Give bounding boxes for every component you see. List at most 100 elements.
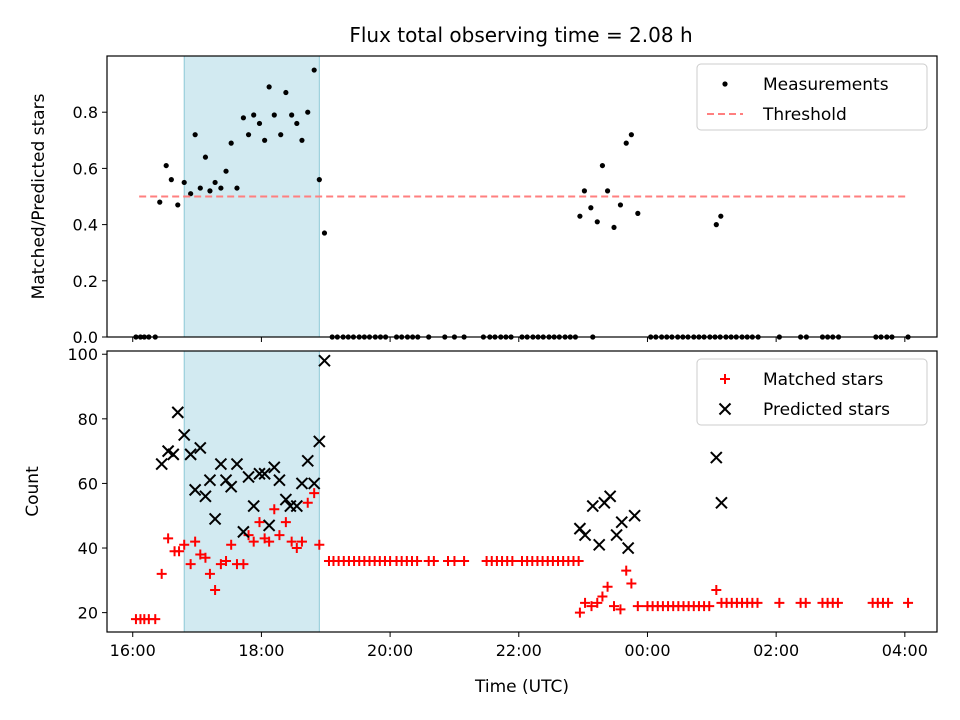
point-0-0-18 — [228, 140, 234, 146]
point-1-0-33 — [309, 488, 320, 499]
plot-frame-0 — [106, 55, 938, 338]
point-1-0-16 — [215, 559, 226, 570]
legend-label-0-0: Measurements — [763, 75, 889, 95]
point-1-0-30 — [291, 543, 302, 554]
x-tick-label-2: 20:00 — [367, 641, 413, 660]
point-1-0-82 — [609, 601, 620, 612]
point-1-0-10 — [185, 559, 196, 570]
point-1-0-52 — [412, 555, 423, 566]
point-1-1-33 — [586, 499, 599, 513]
point-1-0-79 — [592, 597, 603, 608]
point-1-0-8 — [174, 546, 185, 557]
point-1-1-14 — [230, 457, 244, 471]
point-1-0-26 — [269, 504, 280, 515]
panel-bottom: 20 40 60 80 100 16:00 18:00 20:00 22:00 00:00 02:0… — [23, 345, 938, 697]
point-0-0-21 — [245, 132, 252, 138]
point-1-0-11 — [190, 536, 201, 547]
y-axis-label-1: Count — [23, 466, 43, 517]
legend-1: Matched stars Predicted stars — [696, 358, 928, 426]
point-1-0-17 — [221, 555, 232, 566]
point-0-0-17 — [223, 168, 229, 174]
legend-box-0 — [696, 63, 928, 131]
point-1-0-27 — [274, 530, 285, 541]
point-0-0-78 — [599, 162, 606, 169]
point-1-1-9 — [203, 473, 217, 487]
point-1-0-12 — [195, 549, 206, 560]
point-1-0-29 — [286, 536, 297, 547]
point-1-0-85 — [626, 578, 637, 589]
point-1-1-23 — [279, 493, 293, 506]
point-0-0-76 — [588, 205, 594, 211]
point-1-1-16 — [242, 470, 255, 484]
y-tick-label-0-4: 0.8 — [73, 103, 98, 122]
point-1-1-19 — [258, 467, 271, 480]
point-1-1-26 — [295, 477, 309, 490]
point-1-1-42 — [715, 496, 728, 510]
point-1-0-109 — [774, 597, 785, 608]
point-1-1-5 — [184, 448, 197, 461]
x-tick-label-1: 18:00 — [238, 641, 284, 660]
legend-marker-1-0 — [720, 374, 730, 384]
point-0-0-84 — [635, 210, 641, 216]
point-1-1-20 — [262, 519, 276, 532]
point-1-0-34 — [314, 539, 325, 550]
point-1-1-27 — [301, 454, 314, 468]
point-1-0-54 — [428, 555, 439, 566]
point-1-0-56 — [449, 555, 460, 566]
highlight-span-1 — [183, 350, 320, 633]
point-0-0-11 — [192, 132, 198, 138]
point-1-1-7 — [194, 441, 207, 455]
legend-label-0-1: Threshold — [762, 105, 847, 125]
point-1-0-77 — [580, 597, 591, 608]
point-1-0-32 — [302, 497, 313, 508]
point-0-0-24 — [262, 137, 268, 143]
point-0-0-83 — [628, 132, 634, 138]
point-1-0-111 — [800, 597, 811, 608]
point-1-0-76 — [574, 607, 585, 618]
point-1-0-25 — [264, 536, 275, 547]
point-1-0-63 — [507, 555, 518, 566]
point-0-0-10 — [188, 191, 194, 197]
legend-label-1-0: Matched stars — [763, 370, 883, 390]
point-1-0-18 — [226, 539, 237, 550]
point-1-1-10 — [208, 512, 222, 526]
x-tick-label-0: 16:00 — [110, 641, 156, 660]
point-0-0-7 — [168, 177, 174, 183]
point-0-0-30 — [294, 120, 300, 127]
point-1-0-23 — [254, 517, 265, 528]
point-0-0-81 — [617, 202, 624, 208]
point-0-0-79 — [604, 188, 611, 194]
point-0-0-34 — [316, 177, 322, 183]
point-0-0-75 — [581, 188, 588, 194]
point-1-0-75 — [573, 555, 584, 566]
point-1-1-18 — [253, 467, 266, 480]
point-1-0-5 — [156, 568, 167, 579]
point-0-0-35 — [321, 230, 328, 236]
point-1-0-28 — [280, 517, 291, 528]
y-tick-label-1-0: 20 — [78, 604, 98, 623]
point-1-0-57 — [459, 555, 470, 566]
point-1-1-17 — [247, 499, 260, 513]
x-axis-label: Time (UTC) — [474, 677, 569, 697]
legend-box-1 — [696, 358, 928, 426]
point-0-0-15 — [212, 179, 218, 186]
point-0-0-14 — [207, 188, 213, 194]
point-1-0-14 — [204, 568, 215, 579]
point-1-1-41 — [710, 451, 723, 464]
point-1-1-2 — [167, 448, 180, 461]
chart-title: Flux total observing time = 2.08 h — [349, 23, 692, 47]
panel-top: 0.0 0.2 0.4 0.6 0.8 Matched/Predicted stars Me… — [29, 55, 938, 347]
point-1-0-22 — [248, 536, 259, 547]
point-0-0-27 — [278, 132, 284, 138]
point-1-1-34 — [593, 538, 606, 552]
point-1-0-83 — [615, 604, 626, 615]
series-1-1 — [155, 354, 728, 555]
point-1-0-15 — [210, 585, 221, 596]
point-1-1-22 — [273, 473, 286, 487]
point-1-1-0 — [155, 457, 168, 471]
point-1-0-86 — [632, 601, 643, 612]
series-1-0 — [130, 488, 914, 625]
point-1-0-4 — [150, 614, 161, 625]
point-1-1-15 — [237, 525, 250, 539]
